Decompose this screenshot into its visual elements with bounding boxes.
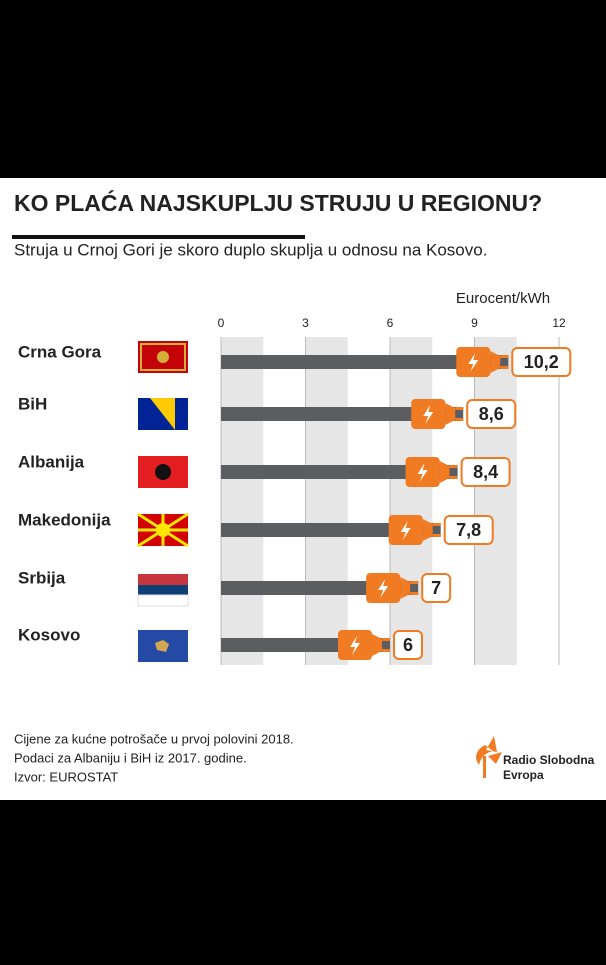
plug-prong: [455, 418, 464, 421]
value-label: 6: [403, 635, 413, 655]
value-box: [393, 630, 423, 660]
grid-band: [390, 337, 433, 665]
plug-neck: [445, 403, 456, 425]
x-tick-label: 3: [302, 316, 309, 330]
plug-prong: [432, 534, 441, 537]
flag: [155, 464, 171, 480]
plug-neck: [400, 577, 411, 599]
flag: [138, 585, 188, 595]
plug-prong: [449, 476, 458, 479]
bolt: [400, 521, 411, 540]
plug-prong: [455, 407, 464, 410]
bolt: [468, 353, 479, 372]
note: Cijene za kućne potrošače u prvoj polovi…: [14, 731, 294, 746]
x-tick-label: 9: [471, 316, 478, 330]
logo-icon: [476, 736, 502, 778]
grid-band: [221, 337, 264, 665]
axis-label: Eurocent/kWh: [456, 290, 550, 307]
logo-text: Evropa: [503, 768, 544, 782]
value-box: [443, 515, 494, 545]
flag: [138, 574, 188, 585]
flags: [137, 341, 189, 662]
flag: [157, 351, 169, 363]
note: Podaci za Albaniju i BiH iz 2017. godine…: [14, 750, 247, 765]
value-label: 10,2: [524, 352, 559, 372]
category-label: Albanija: [18, 452, 85, 471]
bar: [221, 355, 509, 369]
value-box: [466, 399, 517, 429]
bolt: [378, 579, 389, 598]
plug: [411, 399, 464, 429]
note: Izvor: EUROSTAT: [14, 769, 118, 784]
category-label: Crna Gora: [18, 342, 102, 361]
value-box: [421, 573, 452, 603]
flag: [155, 640, 169, 652]
plug: [366, 573, 419, 603]
plug-prong: [382, 638, 390, 641]
plug-prong: [500, 355, 509, 358]
plug-neck: [422, 519, 433, 541]
plug-neck: [439, 461, 450, 483]
category-label: Makedonija: [18, 510, 111, 529]
plot: 0 3 6 9 12 Crna Gora 10,2 BiH 8,6 Albanija 8,4 Make…: [18, 316, 572, 665]
plug: [456, 347, 509, 377]
plug-prong: [410, 581, 419, 584]
title-underline: [12, 235, 305, 239]
plug: [338, 630, 390, 660]
plug-prong: [500, 366, 509, 369]
plug-prong: [432, 523, 441, 526]
value-label: 8,4: [473, 462, 498, 482]
x-tick-label: 0: [218, 316, 225, 330]
grid-band: [474, 337, 517, 665]
flag: [137, 512, 189, 548]
value-box: [460, 457, 511, 487]
plug-prong: [382, 649, 390, 652]
plug-prong: [410, 592, 419, 595]
bar: [221, 465, 458, 479]
category-label: BiH: [18, 394, 47, 413]
bolt: [417, 463, 428, 482]
grid-band: [305, 337, 348, 665]
flag: [140, 343, 186, 371]
category-label: Kosovo: [18, 625, 80, 644]
bar: [221, 523, 441, 537]
plug-prong: [449, 465, 458, 468]
logo-text: Radio Slobodna: [503, 753, 595, 767]
flag: [137, 594, 189, 607]
chart-subtitle: Struja u Crnoj Gori je skoro duplo skupl…: [14, 240, 487, 259]
value-label: 7,8: [456, 520, 481, 540]
plug-neck: [372, 634, 382, 656]
flag: [150, 398, 175, 430]
bolt: [423, 405, 434, 424]
plug-neck: [490, 351, 501, 373]
value-label: 8,6: [479, 404, 504, 424]
plug: [388, 515, 441, 545]
plug: [405, 457, 458, 487]
chart-title: KO PLAĆA NAJSKUPLJU STRUJU U REGIONU?: [14, 189, 542, 216]
value-box: [511, 347, 572, 377]
category-label: Srbija: [18, 568, 66, 587]
value-label: 7: [431, 578, 441, 598]
x-tick-label: 12: [552, 316, 566, 330]
bolt: [350, 636, 360, 655]
x-tick-label: 6: [387, 316, 394, 330]
bar: [221, 407, 464, 421]
